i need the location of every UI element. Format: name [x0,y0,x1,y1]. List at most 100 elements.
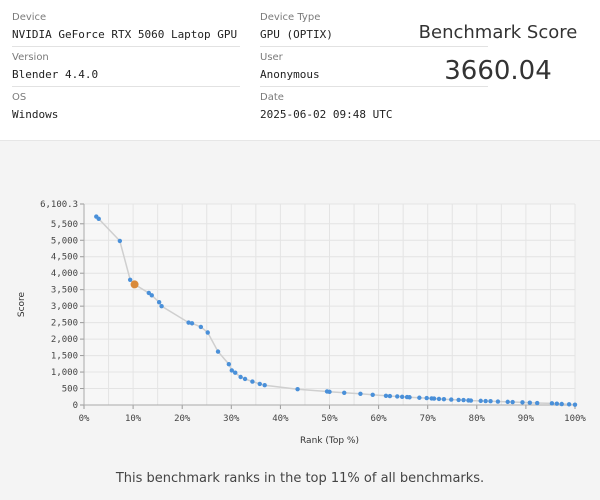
rank-caption: This benchmark ranks in the top 11% of a… [115,471,485,486]
y-tick-label: 5,000 [51,236,78,246]
x-tick-label: 70% [420,414,437,424]
data-point [226,361,232,367]
x-tick-label: 100% [564,414,586,424]
version-label: Version [12,52,49,63]
data-point [383,393,389,398]
data-point [468,398,474,403]
x-tick-label: 90% [518,414,535,424]
device-field: Device NVIDIA GeForce RTX 5060 Laptop GP… [12,6,240,47]
os-field: OS Windows [12,86,240,126]
data-point [295,386,300,392]
current-benchmark-point [130,280,139,289]
rank-score-chart[interactable]: 0 500 1,000 1,500 2,000 2,500 3,000 3,500 4,000 4… [0,160,600,460]
data-point [510,399,515,405]
data-point [238,374,243,380]
x-tick-label: 20% [174,414,191,424]
device-type-label: Device Type [260,12,321,23]
data-point [566,402,572,407]
data-point [572,402,578,407]
x-tick-label: 10% [125,414,142,424]
data-point [233,370,238,375]
data-point [534,400,540,406]
data-point [483,398,488,404]
data-point [242,376,248,382]
data-point [395,394,400,399]
data-point [257,381,262,387]
y-tick-label: 2,500 [51,319,78,329]
device-label: Device [12,12,47,23]
data-point [387,393,393,399]
data-point [159,303,164,309]
data-point [449,397,454,402]
data-point [342,390,347,396]
x-tick-label: 80% [469,414,486,424]
rank-chart-panel: 0 500 1,000 1,500 2,000 2,500 3,000 3,500 4,000 4… [0,160,600,500]
y-tick-label: 4,000 [51,269,78,279]
data-point [358,391,363,396]
data-point [554,401,560,406]
user-field: User Anonymous [260,46,488,87]
date-label: Date [260,92,284,103]
x-tick-label: 30% [223,414,240,424]
data-point [461,397,466,403]
x-axis-title: Rank (Top %) [300,436,359,446]
data-point [520,400,525,405]
data-point [456,397,461,403]
data-point [146,290,152,296]
data-point [431,396,437,401]
data-point [186,320,191,325]
version-field: Version Blender 4.4.0 [12,46,240,87]
data-point [327,389,332,395]
user-label: User [260,52,283,63]
data-point [262,383,267,388]
y-tick-label: 1,500 [51,352,78,362]
device-type-value: GPU (OPTIX) [260,28,333,41]
device-type-field: Device Type GPU (OPTIX) [260,6,488,47]
y-tick-label: 5,500 [51,220,78,230]
data-point [399,394,405,399]
data-point [189,321,195,326]
data-point [205,330,210,335]
y-tick-label: 1,000 [51,368,78,378]
y-tick-label: 6,100.3 [40,200,78,210]
device-value: NVIDIA GeForce RTX 5060 Laptop GPU [12,28,238,41]
data-point [417,395,422,400]
data-point [441,397,447,402]
data-point [424,395,429,401]
y-tick-label: 3,000 [51,302,78,312]
data-point [407,395,412,400]
data-point [127,277,133,282]
data-point [478,398,483,404]
y-axis-title: Score [17,291,27,317]
x-tick-label: 0% [79,414,90,424]
data-point [559,401,564,407]
user-value: Anonymous [260,68,320,81]
score-value: 3660.04 [444,56,552,86]
data-point [229,368,234,373]
data-point [527,400,533,405]
os-value: Windows [12,108,59,121]
data-point [495,399,501,404]
data-point [96,216,101,222]
data-point [370,392,375,397]
score-title: Benchmark Score [418,22,578,43]
x-tick-label: 60% [370,414,387,424]
y-tick-label: 0 [73,401,78,411]
data-point [156,299,162,305]
data-point [505,399,510,405]
data-point [117,238,123,244]
data-point [250,379,255,384]
x-tick-label: 50% [321,414,338,424]
data-point [198,324,204,330]
version-value: Blender 4.4.0 [12,68,99,81]
data-point [149,293,154,298]
y-tick-label: 4,500 [51,253,78,263]
os-label: OS [12,92,27,103]
benchmark-info-card: Device NVIDIA GeForce RTX 5060 Laptop GP… [0,0,600,141]
x-tick-label: 40% [272,414,289,424]
data-point [215,349,221,354]
y-tick-label: 2,000 [51,335,78,345]
data-point [436,396,442,402]
y-tick-label: 3,500 [51,286,78,296]
data-point [488,399,493,404]
